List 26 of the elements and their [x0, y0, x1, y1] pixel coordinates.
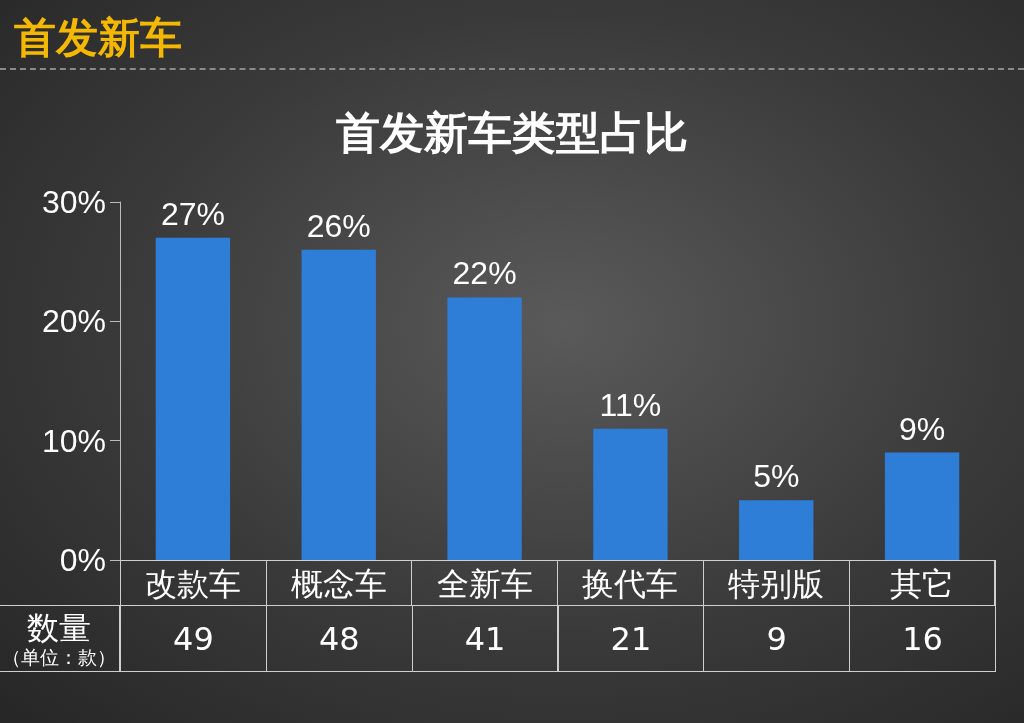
y-tick-label: 30% — [41, 184, 106, 220]
data-label: 26% — [306, 207, 371, 244]
text: 16 — [849, 605, 996, 672]
text: 49 — [120, 605, 267, 672]
data-label: 22% — [452, 255, 517, 292]
text: 41 — [411, 605, 559, 672]
data-label: 11% — [599, 386, 662, 423]
data-label: 5% — [753, 458, 800, 495]
chart-title: 首发新车 — [14, 12, 182, 64]
y-tick-label: 0% — [59, 542, 106, 578]
x-tick-label: 概念车 — [290, 566, 387, 602]
text: 48 — [265, 605, 413, 672]
x-tick-label: 其它 — [890, 566, 955, 602]
y-tick-label: 10% — [41, 422, 106, 459]
x-tick-label: 换代车 — [582, 566, 679, 602]
x-tick-label: 特别版 — [728, 566, 825, 602]
y-tick-label: 20% — [41, 303, 106, 340]
text: 21 — [557, 605, 705, 672]
text: （单位：款） — [2, 645, 116, 668]
text: 数量 — [27, 608, 91, 647]
x-tick-label: 全新车 — [436, 566, 533, 602]
x-tick-label: 改款车 — [144, 566, 241, 602]
text: 9 — [703, 605, 851, 672]
data-label: 9% — [898, 410, 946, 447]
chart-subtitle: 首发新车类型占比 — [336, 107, 688, 157]
data-label: 27% — [160, 195, 225, 232]
